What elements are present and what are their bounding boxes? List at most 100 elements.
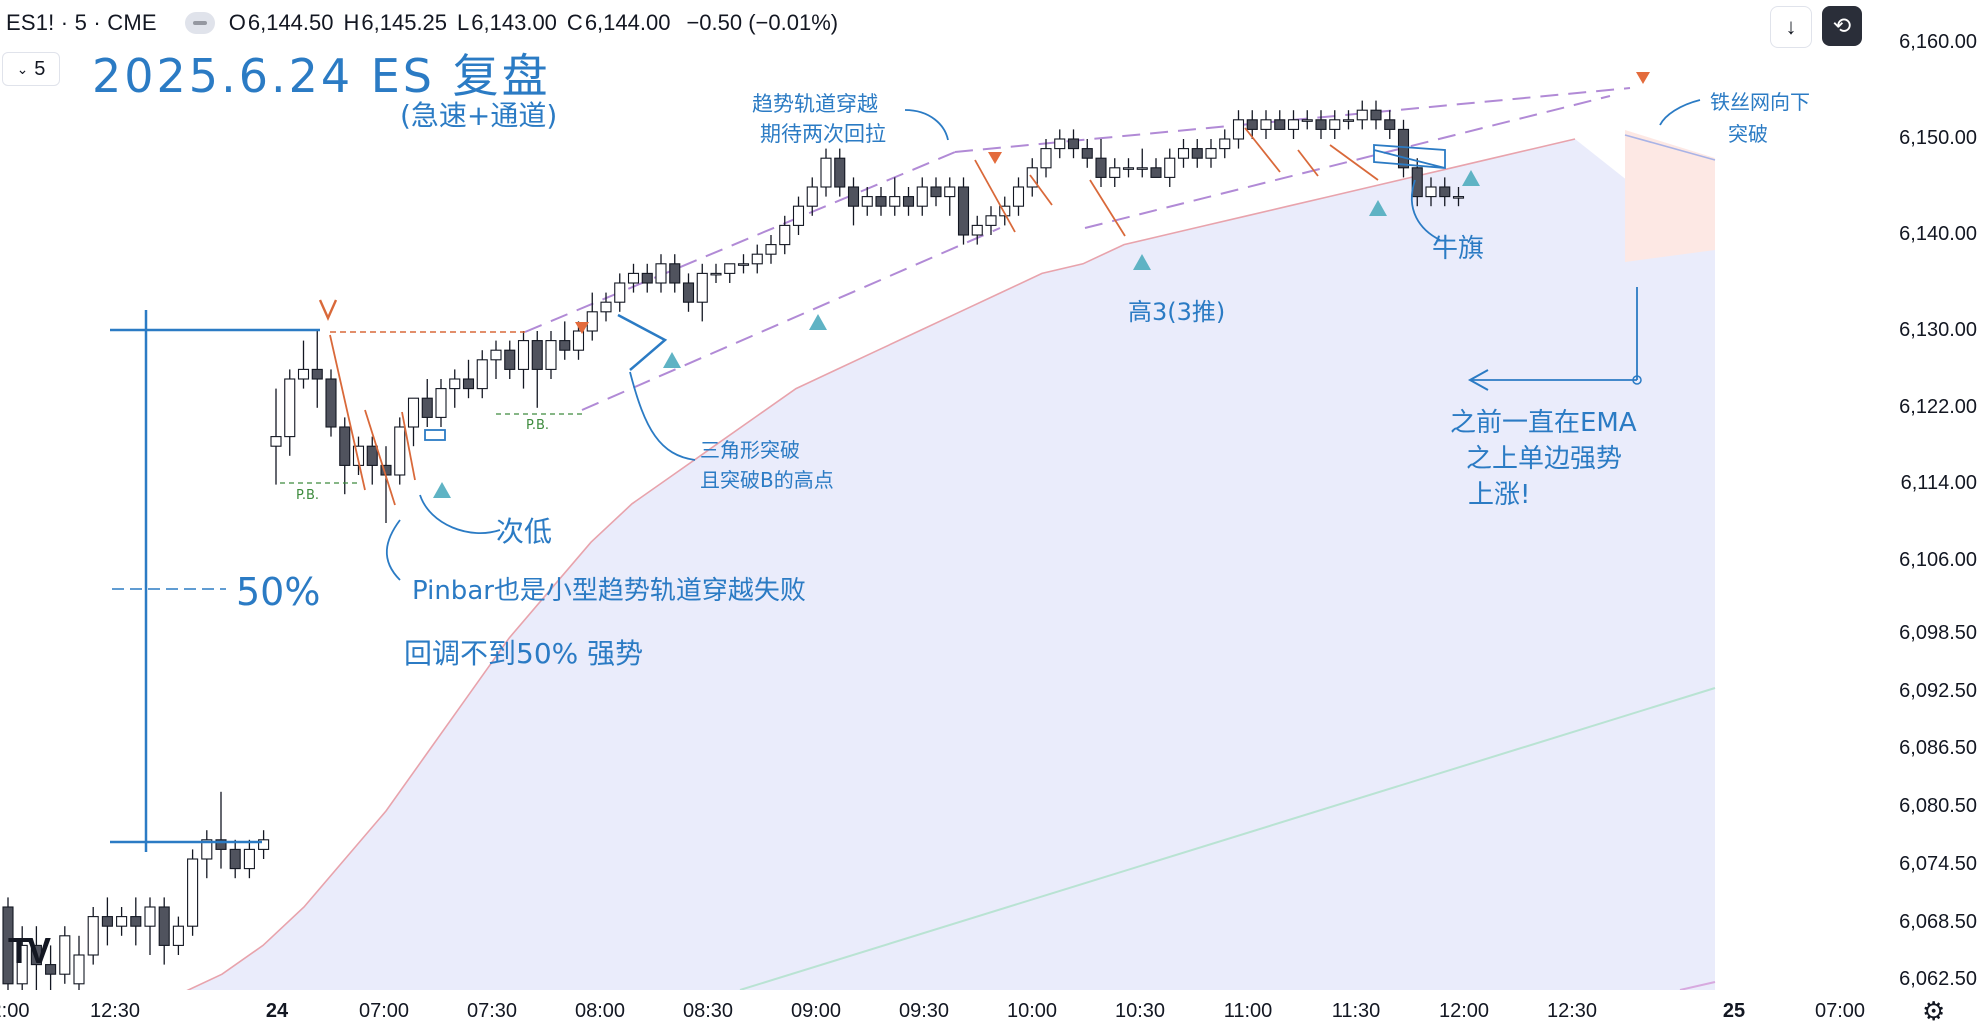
annotation-ema-1: 之前一直在EMA bbox=[1450, 408, 1637, 438]
candle-body bbox=[971, 224, 983, 236]
candle-body bbox=[517, 340, 530, 370]
candle-body bbox=[45, 964, 57, 975]
candle-body bbox=[559, 340, 571, 351]
ema-band-tail bbox=[1625, 130, 1715, 262]
price-chart[interactable] bbox=[0, 0, 1870, 990]
buy-signal-icon bbox=[1133, 254, 1151, 270]
bull-flag-box bbox=[1373, 144, 1446, 169]
change-value: −0.50 (−0.01%) bbox=[686, 10, 839, 35]
price-tick-label: 6,114.00 bbox=[1900, 472, 1977, 494]
candle-body bbox=[394, 426, 406, 476]
candle-body bbox=[144, 906, 156, 927]
candle-body bbox=[1384, 119, 1396, 130]
price-tick-label: 6,098.50 bbox=[1899, 622, 1977, 644]
candle-body bbox=[834, 157, 846, 188]
interval-selector[interactable]: ⌄ 5 bbox=[2, 52, 60, 86]
price-axis[interactable]: 6,160.00 6,150.00 6,140.00 6,130.00 6,122.00… bbox=[1870, 0, 1985, 990]
candle-body bbox=[187, 858, 199, 927]
candle-body bbox=[73, 954, 85, 985]
price-tick-label: 6,130.00 bbox=[1899, 319, 1977, 341]
candle-body bbox=[627, 272, 640, 284]
candle-body bbox=[16, 944, 28, 985]
pinbar-leader-curve bbox=[385, 519, 401, 581]
time-tick-label: 11:00 bbox=[1223, 1000, 1273, 1022]
candle-body bbox=[1329, 119, 1341, 130]
bull-flag-leader-curve bbox=[1410, 179, 1441, 241]
time-axis[interactable]: 2:00 12:30 24 07:00 07:30 08:00 08:30 09:00 09:3… bbox=[0, 990, 1985, 1032]
buy-signal-icon bbox=[1462, 170, 1480, 186]
settings-gear-icon[interactable]: ⚙ bbox=[1922, 996, 1946, 1026]
candle-body bbox=[1370, 109, 1382, 121]
candle-body bbox=[101, 916, 113, 927]
candle-body bbox=[572, 330, 585, 351]
time-tick-label: 2:00 bbox=[0, 1000, 30, 1022]
hatch-mark bbox=[424, 429, 446, 441]
time-tick-label: 07:00 bbox=[1814, 1000, 1866, 1022]
candle-body bbox=[779, 224, 791, 246]
symbol-title[interactable]: ES1! · 5 · CME bbox=[6, 10, 157, 35]
candle-body bbox=[724, 263, 736, 274]
candle-body bbox=[366, 445, 378, 466]
sell-signal-icon bbox=[988, 152, 1002, 164]
candle-body bbox=[116, 916, 128, 927]
time-tick-label: 07:00 bbox=[358, 1000, 410, 1022]
candle-body bbox=[1177, 148, 1190, 159]
candle-body bbox=[1122, 167, 1135, 170]
candle-body bbox=[1081, 148, 1093, 159]
candle-body bbox=[1067, 138, 1080, 150]
time-tick-label: 08:30 bbox=[682, 1000, 734, 1022]
candle-body bbox=[847, 186, 860, 207]
open-key: O bbox=[228, 10, 246, 35]
candle-body bbox=[476, 359, 488, 390]
candle-body bbox=[1356, 109, 1368, 121]
candle-body bbox=[669, 263, 681, 284]
push-arrow-line bbox=[1244, 127, 1281, 173]
candle-body bbox=[641, 272, 653, 284]
candle-body bbox=[916, 186, 928, 207]
candle-body bbox=[504, 349, 516, 370]
candle-body bbox=[284, 378, 296, 438]
candle-body bbox=[1301, 119, 1313, 122]
candle-body bbox=[655, 263, 667, 284]
push-arrow-line bbox=[1329, 144, 1379, 181]
loop-button[interactable]: ⟲ bbox=[1822, 6, 1862, 46]
candle-body bbox=[696, 272, 708, 303]
candle-body bbox=[1287, 119, 1300, 130]
sell-signal-icon bbox=[1636, 72, 1650, 84]
candle-body bbox=[1136, 167, 1148, 170]
candle-body bbox=[545, 340, 557, 370]
candle-body bbox=[325, 378, 337, 428]
candle-body bbox=[1205, 148, 1217, 159]
price-tick-label: 6,106.00 bbox=[1899, 549, 1977, 571]
candle-body bbox=[449, 378, 461, 390]
candle-body bbox=[875, 196, 887, 207]
candle-body bbox=[765, 244, 777, 255]
candle-body bbox=[1219, 138, 1231, 150]
status-dot-icon[interactable] bbox=[184, 12, 215, 34]
candle-body bbox=[792, 205, 805, 226]
triangle-leader-curve bbox=[629, 371, 696, 461]
candle-body bbox=[270, 436, 282, 447]
candle-body bbox=[87, 916, 99, 956]
candle-body bbox=[421, 397, 433, 418]
channel-upper-1 bbox=[524, 149, 961, 333]
time-tick-label: 09:30 bbox=[898, 1000, 950, 1022]
annotation-wedge-2: 突破 bbox=[1728, 122, 1768, 146]
chevron-down-icon: ⌄ bbox=[16, 60, 29, 77]
candle-body bbox=[820, 157, 832, 188]
candle-body bbox=[311, 368, 323, 380]
candle-body bbox=[297, 368, 310, 380]
candle-body bbox=[1315, 119, 1327, 130]
candle-body bbox=[1040, 148, 1052, 169]
annotation-overshoot-2: 期待两次回拉 bbox=[760, 122, 886, 146]
arrow-down-button[interactable]: ↓ bbox=[1770, 6, 1812, 48]
candle-body bbox=[130, 916, 142, 927]
price-tick-label: 6,068.50 bbox=[1899, 911, 1977, 933]
sell-signal-icon bbox=[575, 322, 589, 334]
candle-body bbox=[1012, 186, 1025, 207]
time-tick-label: 09:00 bbox=[790, 1000, 842, 1022]
time-tick-label: 12:00 bbox=[1438, 1000, 1490, 1022]
price-tick-label: 6,122.00 bbox=[1899, 396, 1977, 418]
annotation-overshoot-1: 趋势轨道穿越 bbox=[752, 92, 878, 116]
second-low-leader-curve bbox=[419, 494, 501, 534]
